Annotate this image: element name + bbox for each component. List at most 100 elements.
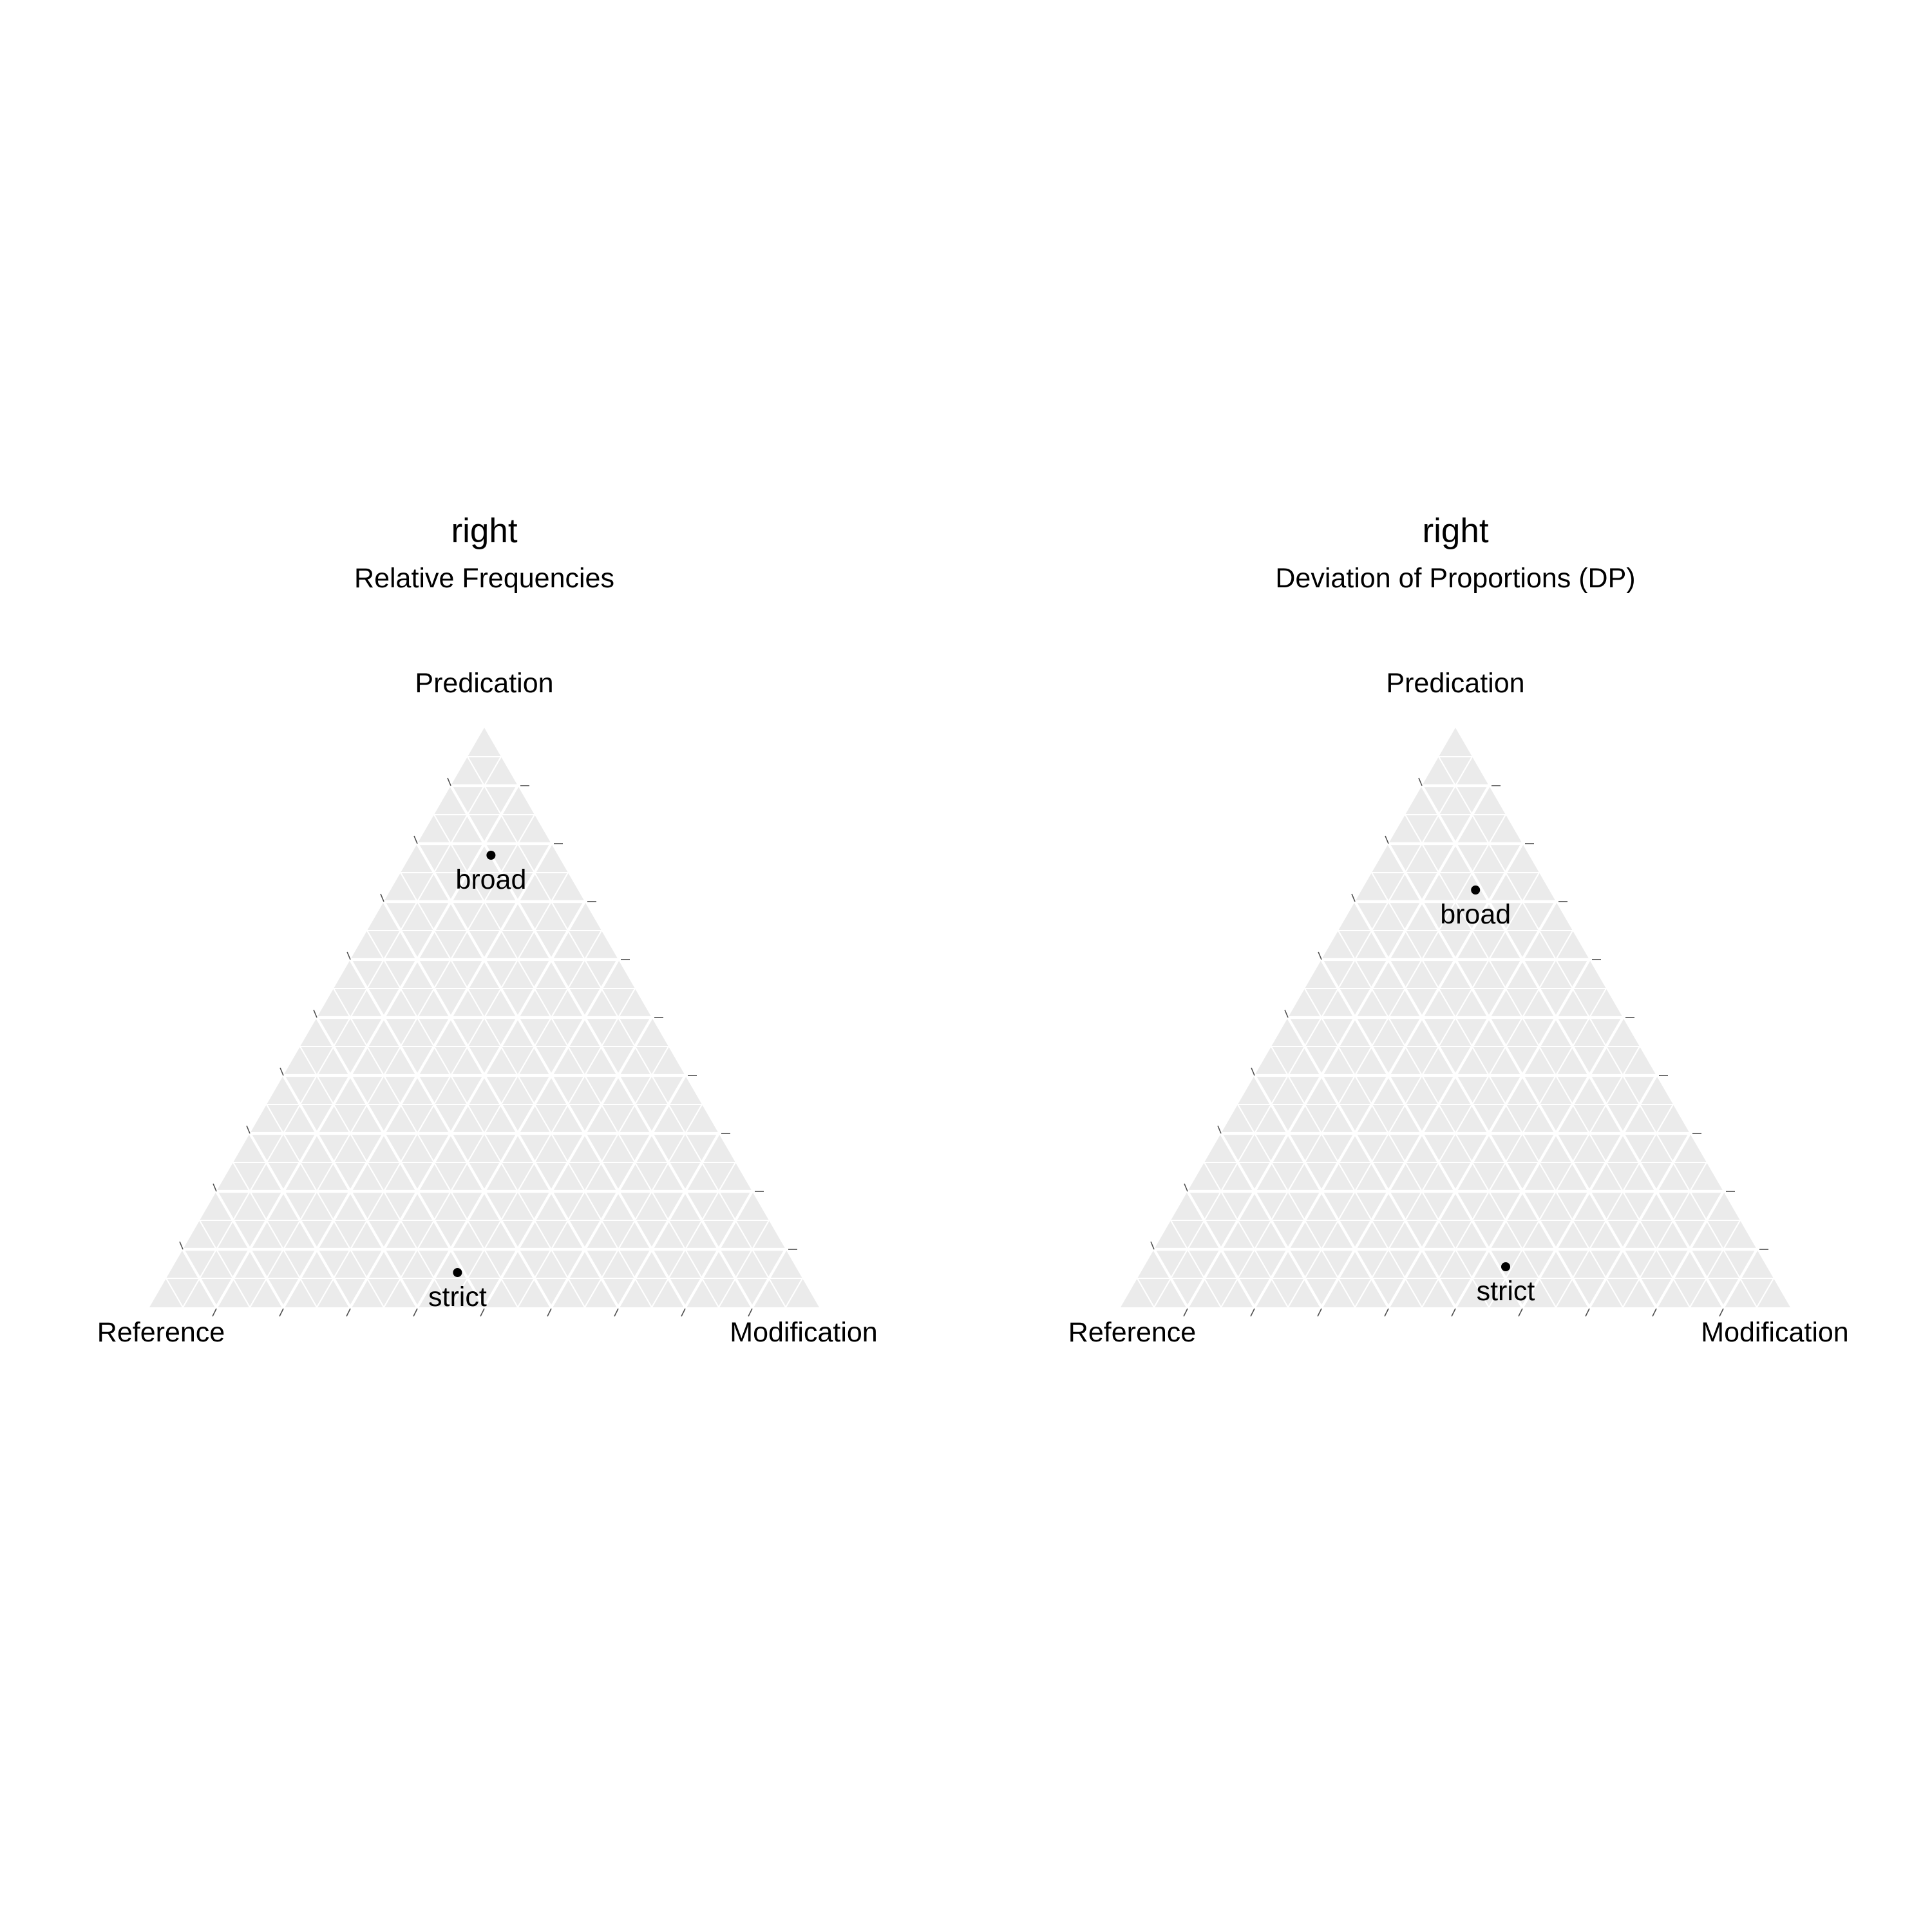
tick-bottom bbox=[1451, 1308, 1456, 1317]
gridline-reference bbox=[1253, 1074, 1390, 1309]
tick-left bbox=[1351, 893, 1356, 902]
tick-bottom bbox=[1719, 1308, 1724, 1317]
axis-ticks bbox=[1150, 777, 1768, 1317]
tick-left bbox=[1418, 777, 1423, 786]
point-label-broad: broad bbox=[455, 864, 526, 895]
tick-bottom bbox=[614, 1308, 619, 1317]
gridline-modification bbox=[1622, 1162, 1707, 1308]
data-point-strict bbox=[1501, 1262, 1510, 1271]
gridline-reference bbox=[182, 1248, 218, 1309]
data-point-strict bbox=[453, 1268, 462, 1277]
gridline-modification bbox=[617, 1132, 720, 1309]
gridline-modification bbox=[483, 1016, 653, 1309]
gridline-reference bbox=[1287, 1016, 1457, 1309]
vertex-label-left: Reference bbox=[1068, 1317, 1196, 1348]
tick-bottom bbox=[681, 1308, 686, 1317]
tick-bottom bbox=[1652, 1308, 1657, 1317]
gridline-reference bbox=[400, 872, 652, 1308]
tick-left bbox=[413, 835, 418, 844]
gridline-reference bbox=[433, 814, 719, 1308]
point-label-broad: broad bbox=[1440, 899, 1511, 930]
panel-title: right bbox=[1422, 512, 1488, 550]
gridline-reference bbox=[366, 930, 585, 1308]
gridline-reference bbox=[1170, 1220, 1222, 1308]
tick-bottom bbox=[279, 1308, 284, 1317]
gridline-reference bbox=[215, 1190, 285, 1309]
gridline-reference bbox=[1338, 930, 1557, 1308]
tick-left bbox=[313, 1009, 317, 1018]
gridline-modification bbox=[316, 872, 569, 1308]
gridline-reference bbox=[1220, 1132, 1323, 1309]
gridline-modification bbox=[1655, 1190, 1725, 1309]
gridline-modification bbox=[1454, 1016, 1624, 1309]
gridline-modification bbox=[517, 1046, 669, 1308]
tick-bottom bbox=[480, 1308, 485, 1317]
gridline-modification bbox=[785, 1278, 803, 1308]
tick-bottom bbox=[748, 1308, 753, 1317]
tick-bottom bbox=[212, 1308, 217, 1317]
gridline-reference bbox=[166, 1278, 184, 1308]
gridline-reference bbox=[1304, 988, 1490, 1308]
panel-subtitle: Deviation of Proportions (DP) bbox=[1275, 563, 1635, 594]
gridline-modification bbox=[1421, 988, 1607, 1308]
gridline-reference bbox=[1204, 1162, 1289, 1308]
gridline-reference bbox=[266, 1104, 384, 1308]
gridlines bbox=[1137, 755, 1774, 1309]
point-label-strict: strict bbox=[1477, 1276, 1535, 1307]
gridline-reference bbox=[282, 1074, 419, 1309]
tick-bottom bbox=[413, 1308, 418, 1317]
gridline-modification bbox=[684, 1190, 753, 1309]
gridline-modification bbox=[1153, 756, 1473, 1308]
tick-left bbox=[179, 1241, 184, 1250]
gridline-reference bbox=[1237, 1104, 1356, 1308]
gridline-modification bbox=[1756, 1278, 1774, 1308]
ternary-panel-2: right Deviation of Proportions (DP) Predic… bbox=[1068, 512, 1849, 1348]
gridline-modification bbox=[1588, 1132, 1691, 1309]
gridline-reference bbox=[1153, 1248, 1189, 1309]
tick-bottom bbox=[1250, 1308, 1255, 1317]
tick-left bbox=[1217, 1125, 1222, 1134]
gridline-modification bbox=[1521, 1074, 1658, 1309]
gridline-reference bbox=[299, 1046, 451, 1308]
gridline-reference bbox=[1405, 814, 1690, 1308]
tick-left bbox=[447, 777, 451, 786]
panel-subtitle: Relative Frequencies bbox=[354, 563, 614, 594]
gridline-modification bbox=[450, 988, 636, 1308]
tick-bottom bbox=[547, 1308, 552, 1317]
gridline-reference bbox=[467, 756, 786, 1308]
gridline-modification bbox=[751, 1248, 787, 1309]
tick-left bbox=[380, 893, 384, 902]
vertex-label-top: Predication bbox=[415, 668, 553, 699]
vertex-label-right: Modification bbox=[1701, 1317, 1848, 1348]
gridline-modification bbox=[651, 1162, 736, 1308]
data-point-broad bbox=[1471, 886, 1481, 895]
data-point-broad bbox=[486, 851, 496, 860]
tick-bottom bbox=[1518, 1308, 1523, 1317]
gridline-modification bbox=[182, 756, 502, 1308]
gridlines bbox=[166, 755, 803, 1309]
gridline-reference bbox=[333, 988, 518, 1308]
gridline-modification bbox=[1287, 872, 1540, 1308]
gridline-reference bbox=[199, 1220, 251, 1308]
point-label-strict: strict bbox=[428, 1282, 487, 1312]
tick-left bbox=[246, 1125, 251, 1134]
gridline-modification bbox=[249, 814, 535, 1308]
axis-ticks bbox=[179, 777, 797, 1317]
gridline-modification bbox=[1488, 1046, 1640, 1308]
tick-left bbox=[1251, 1067, 1255, 1076]
panel-title: right bbox=[451, 512, 517, 550]
tick-bottom bbox=[1384, 1308, 1389, 1317]
gridline-modification bbox=[550, 1074, 687, 1309]
gridline-reference bbox=[1371, 872, 1624, 1308]
gridline-reference bbox=[1137, 1278, 1155, 1308]
gridline-modification bbox=[1354, 930, 1573, 1308]
gridline-reference bbox=[232, 1162, 317, 1308]
gridline-modification bbox=[1722, 1248, 1758, 1309]
tick-left bbox=[1184, 1183, 1188, 1192]
tick-left bbox=[1150, 1241, 1155, 1250]
gridline-reference bbox=[1271, 1046, 1423, 1308]
tick-left bbox=[1318, 951, 1322, 960]
vertex-label-top: Predication bbox=[1386, 668, 1524, 699]
vertex-label-left: Reference bbox=[97, 1317, 225, 1348]
